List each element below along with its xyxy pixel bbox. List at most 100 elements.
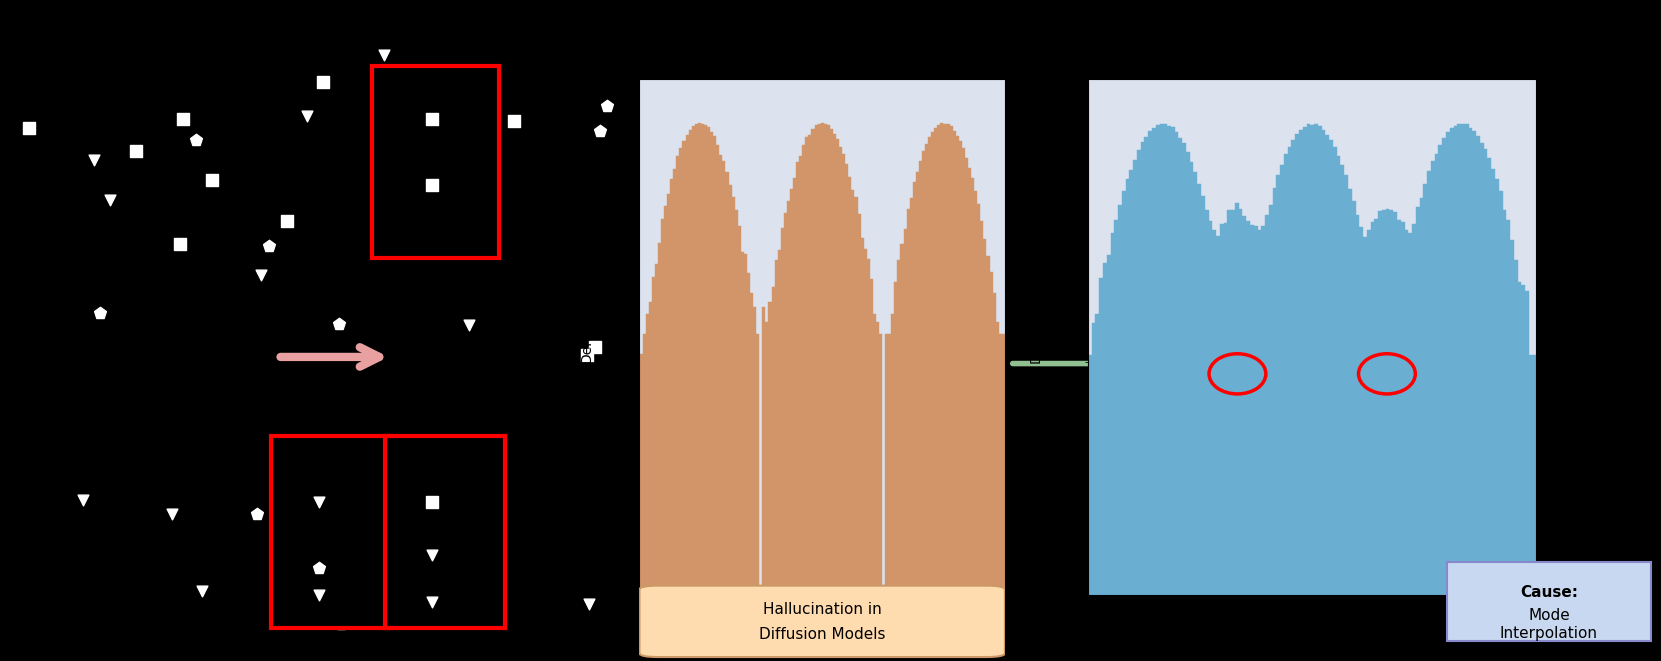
Bar	[1477, 136, 1480, 661]
Bar	[943, 124, 947, 661]
Bar	[965, 159, 968, 661]
Bar	[937, 126, 940, 661]
Bar	[1163, 124, 1168, 661]
Point	[158, 509, 184, 520]
Bar	[1423, 184, 1427, 661]
Bar	[1513, 260, 1518, 661]
Bar	[1453, 126, 1457, 661]
Bar	[814, 125, 817, 661]
Bar	[977, 204, 980, 661]
Point	[17, 123, 43, 134]
Bar	[1209, 221, 1213, 661]
Bar	[864, 249, 867, 661]
Bar	[968, 168, 972, 661]
Bar	[686, 135, 689, 661]
Bar	[1129, 170, 1133, 661]
Bar	[751, 293, 752, 661]
Bar	[1189, 162, 1194, 661]
Bar	[1144, 137, 1148, 661]
Bar	[701, 124, 704, 661]
Bar	[1521, 285, 1525, 661]
Point	[470, 143, 497, 154]
Bar	[1518, 282, 1521, 661]
Bar	[1153, 128, 1156, 661]
Bar	[835, 139, 839, 661]
Bar	[1121, 192, 1126, 661]
Bar	[1194, 172, 1198, 661]
Bar	[1329, 140, 1332, 661]
Bar	[983, 239, 987, 661]
Bar	[796, 162, 799, 661]
Bar	[854, 197, 857, 661]
Bar	[1272, 188, 1276, 661]
Bar	[958, 141, 962, 661]
Point	[419, 180, 445, 190]
Bar	[1412, 224, 1415, 661]
Bar	[1091, 323, 1096, 661]
Bar	[1251, 225, 1254, 661]
Point	[419, 497, 445, 508]
Point	[586, 126, 613, 136]
Bar	[1302, 126, 1307, 661]
Point	[332, 468, 359, 479]
Bar	[711, 132, 713, 661]
Bar	[1495, 179, 1498, 661]
Point	[169, 114, 196, 124]
Bar	[1367, 230, 1370, 661]
Bar	[1261, 226, 1266, 661]
Bar	[907, 209, 910, 661]
Bar	[892, 313, 894, 661]
Bar	[1394, 212, 1397, 661]
Bar	[1178, 138, 1183, 661]
Bar	[762, 307, 766, 661]
Bar	[830, 129, 832, 661]
Bar	[1528, 355, 1533, 661]
Bar	[1492, 169, 1495, 661]
Bar	[1430, 161, 1435, 661]
Bar	[1379, 211, 1382, 661]
Bar	[799, 156, 802, 661]
Bar	[769, 302, 771, 661]
Bar	[1269, 205, 1272, 661]
Bar	[1234, 203, 1239, 661]
Bar	[774, 260, 777, 661]
Bar	[940, 123, 943, 661]
Bar	[922, 151, 925, 661]
Bar	[1174, 132, 1178, 661]
Bar	[839, 147, 842, 661]
Bar	[1370, 222, 1374, 661]
Bar	[747, 273, 751, 661]
Bar	[987, 256, 990, 661]
Point	[306, 497, 332, 508]
Bar	[668, 194, 669, 661]
Bar	[1201, 196, 1204, 661]
Bar	[729, 184, 731, 661]
Point	[593, 101, 620, 112]
Bar	[1239, 209, 1242, 661]
Bar	[928, 137, 932, 661]
Bar	[661, 219, 664, 661]
Bar	[649, 302, 651, 661]
FancyBboxPatch shape	[385, 436, 505, 628]
Bar	[879, 334, 882, 661]
Bar	[802, 145, 806, 661]
Bar	[1322, 130, 1325, 661]
Bar	[723, 161, 726, 661]
Bar	[716, 145, 719, 661]
Bar	[1183, 143, 1186, 661]
Text: Hallucination in: Hallucination in	[762, 602, 882, 617]
Bar	[1457, 124, 1462, 661]
Bar	[651, 277, 654, 661]
Bar	[1276, 175, 1281, 661]
Point	[326, 319, 352, 329]
Text: Cause:: Cause:	[1520, 585, 1578, 600]
Bar	[1186, 152, 1189, 661]
Bar	[980, 221, 983, 661]
Bar	[827, 126, 830, 661]
Bar	[1340, 165, 1344, 661]
FancyBboxPatch shape	[639, 586, 1005, 657]
Bar	[1438, 145, 1442, 661]
Bar	[1325, 135, 1329, 661]
Bar	[849, 177, 852, 661]
Bar	[654, 264, 658, 661]
